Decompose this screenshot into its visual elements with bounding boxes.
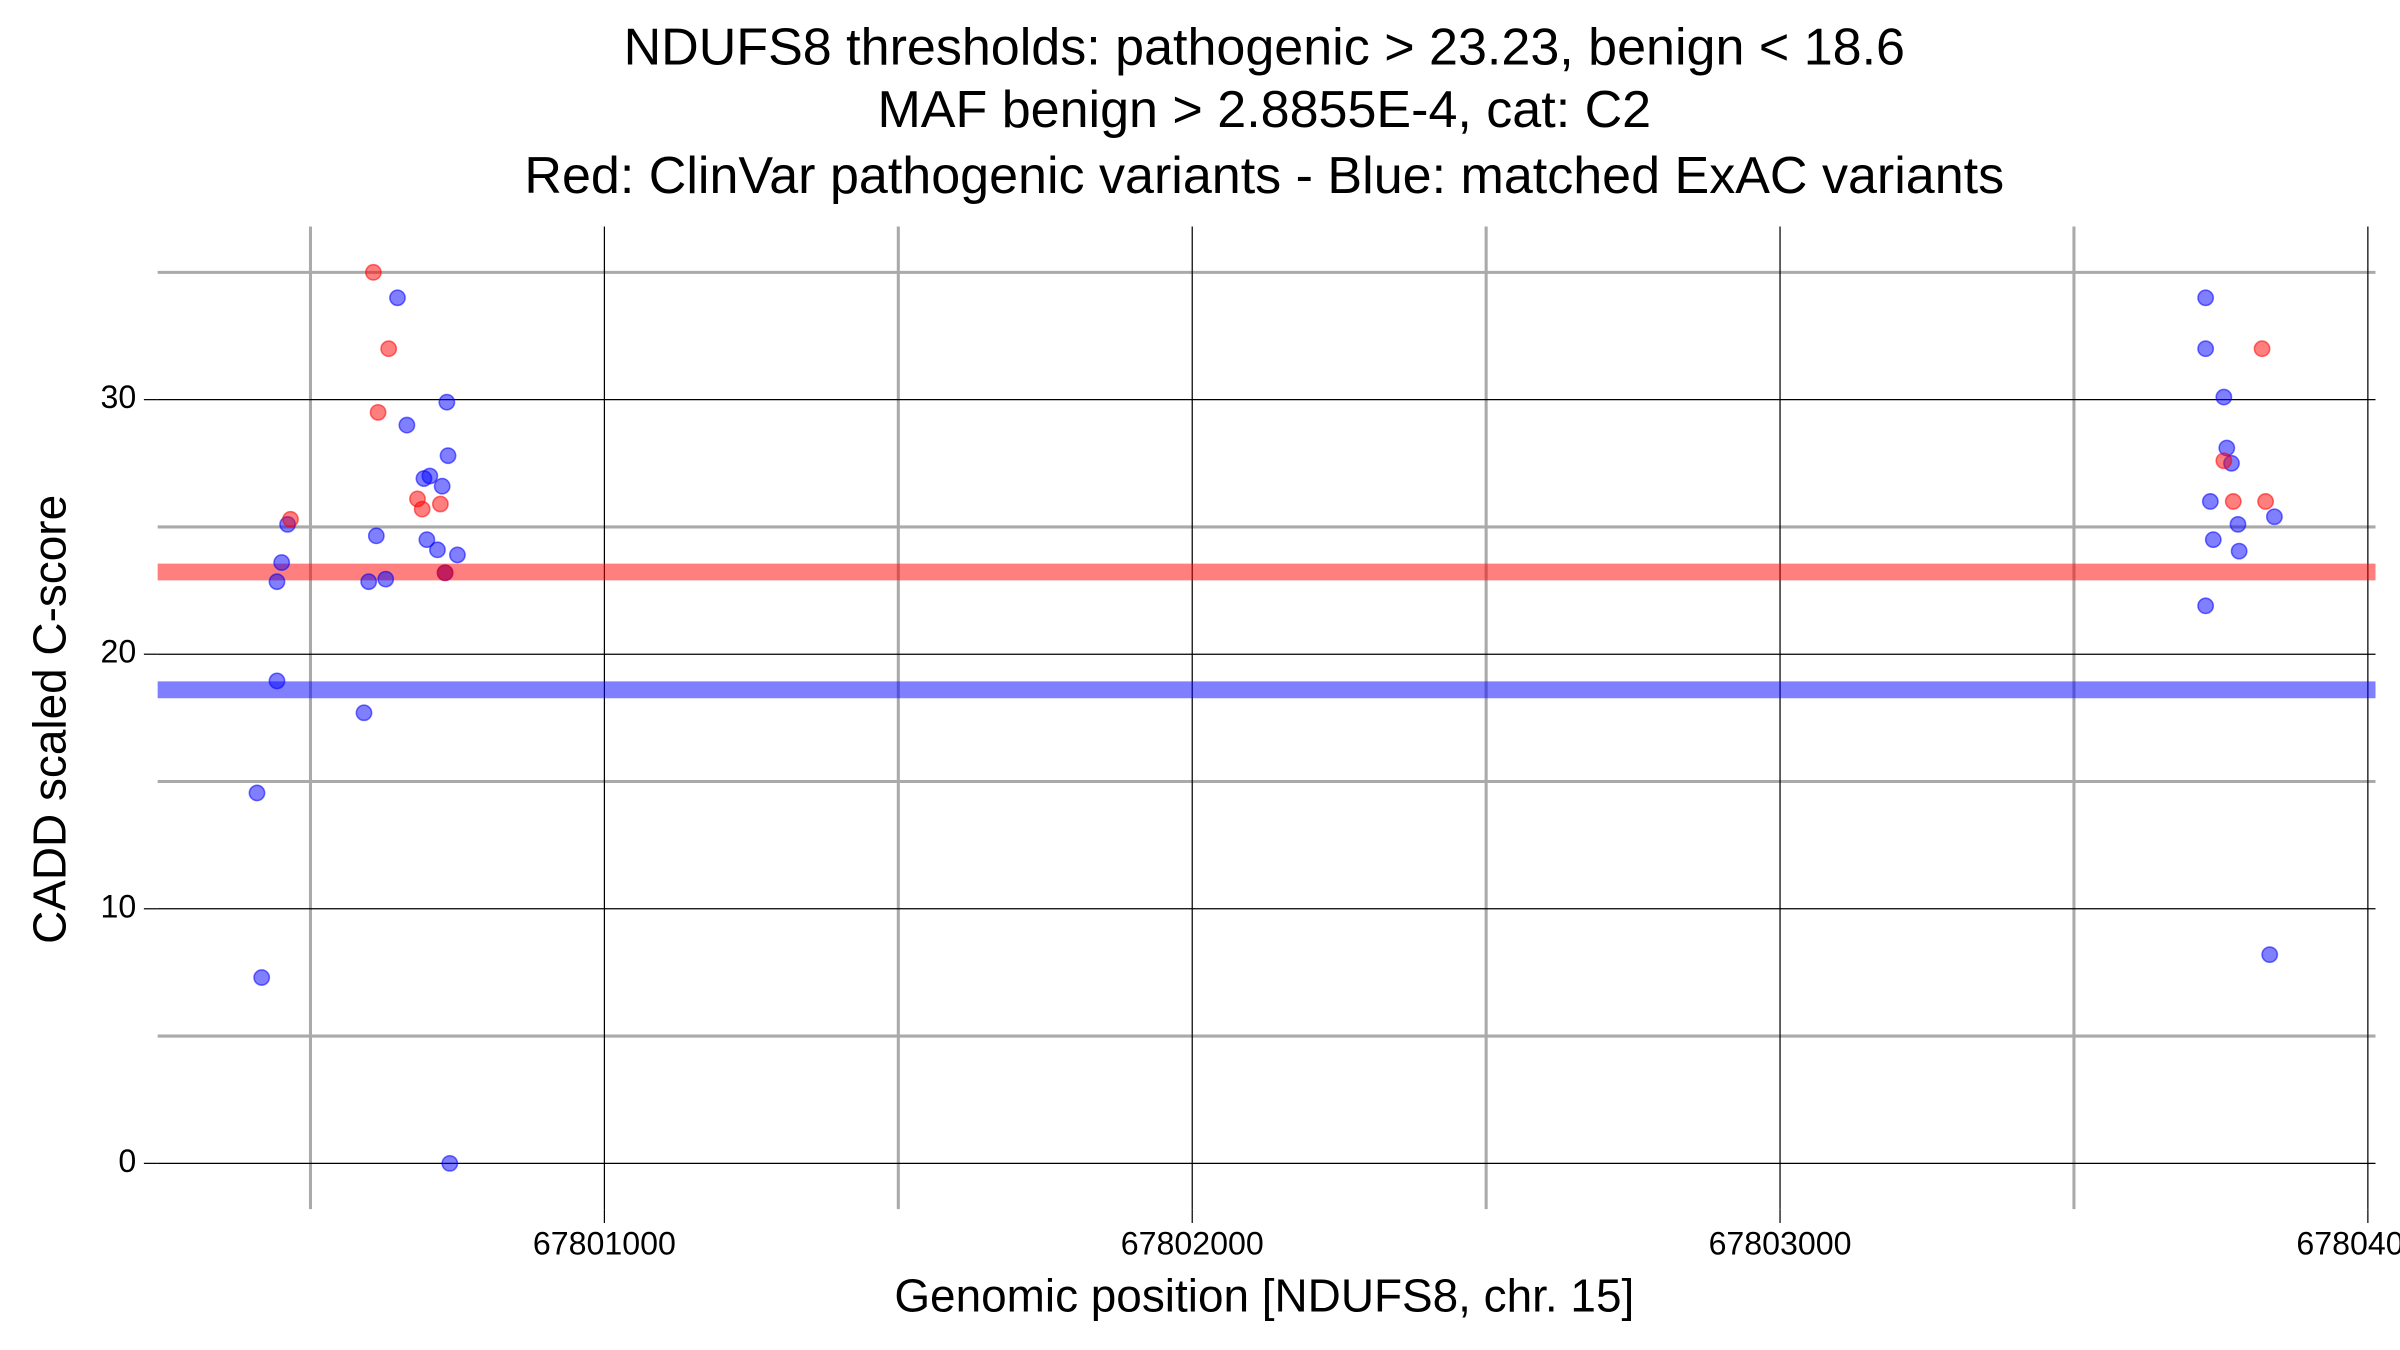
chart-title: NDUFS8 thresholds: pathogenic > 23.23, b… bbox=[624, 18, 1905, 76]
data-point bbox=[431, 495, 449, 513]
data-point bbox=[2261, 946, 2279, 964]
data-point bbox=[2224, 493, 2242, 510]
data-point bbox=[2265, 508, 2283, 526]
data-point bbox=[2229, 515, 2247, 533]
data-point bbox=[418, 531, 436, 549]
data-point bbox=[433, 477, 451, 495]
data-point bbox=[2215, 388, 2233, 406]
data-point bbox=[389, 289, 406, 307]
chart-title: MAF benign > 2.8855E-4, cat: C2 bbox=[877, 81, 1651, 139]
data-point bbox=[441, 1154, 459, 1172]
data-point bbox=[2253, 340, 2271, 358]
data-point bbox=[355, 704, 373, 722]
data-point bbox=[360, 573, 378, 591]
data-point bbox=[2197, 289, 2215, 307]
data-point bbox=[2197, 340, 2215, 358]
data-point bbox=[438, 393, 456, 411]
data-point bbox=[2204, 531, 2222, 549]
data-point bbox=[2197, 597, 2215, 615]
y-tick-label: 10 bbox=[100, 888, 136, 924]
y-tick-label: 20 bbox=[100, 634, 136, 670]
data-point bbox=[449, 546, 466, 564]
y-axis-label: CADD scaled C-score bbox=[24, 495, 76, 944]
data-point bbox=[367, 527, 385, 545]
data-point bbox=[413, 500, 431, 518]
data-point bbox=[380, 340, 398, 358]
x-tick-label: 67802000 bbox=[1121, 1225, 1264, 1261]
y-tick-label: 30 bbox=[100, 379, 136, 415]
x-tick-label: 67804000 bbox=[2296, 1225, 2400, 1261]
y-tick-label: 0 bbox=[118, 1143, 136, 1179]
data-point bbox=[2201, 493, 2219, 510]
data-point bbox=[398, 416, 416, 434]
data-point bbox=[268, 573, 286, 591]
data-point bbox=[436, 564, 454, 582]
chart-title: Red: ClinVar pathogenic variants - Blue:… bbox=[524, 147, 2004, 205]
data-point bbox=[282, 510, 299, 528]
data-point bbox=[268, 672, 286, 690]
data-point bbox=[364, 263, 382, 281]
data-point bbox=[421, 467, 439, 485]
data-point bbox=[439, 447, 457, 465]
data-point bbox=[253, 969, 271, 986]
x-axis-label: Genomic position [NDUFS8, chr. 15] bbox=[894, 1270, 1634, 1322]
data-point bbox=[369, 403, 387, 421]
data-point bbox=[2257, 493, 2275, 510]
x-tick-label: 67803000 bbox=[1709, 1225, 1852, 1261]
data-point bbox=[377, 570, 395, 588]
data-point bbox=[248, 784, 266, 802]
x-tick-label: 67801000 bbox=[533, 1225, 676, 1261]
data-point bbox=[2215, 452, 2233, 470]
data-point bbox=[2230, 542, 2248, 560]
data-point bbox=[429, 541, 446, 559]
data-point bbox=[273, 554, 291, 571]
